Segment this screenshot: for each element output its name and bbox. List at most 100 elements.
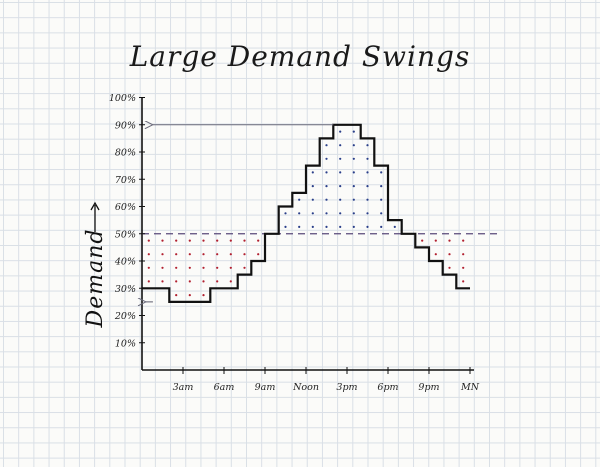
fill-dot — [175, 239, 178, 242]
y-tick-label: 100% — [109, 93, 136, 104]
x-tick-label: 9am — [255, 382, 276, 393]
x-tick-label: 3pm — [336, 382, 357, 393]
fill-dot — [462, 239, 465, 242]
fill-dot — [147, 266, 150, 269]
fill-dot — [175, 294, 178, 297]
fill-dot — [161, 253, 164, 256]
fill-dot — [352, 212, 355, 215]
y-axis-label: Demand — [83, 229, 108, 329]
fill-dot — [393, 225, 396, 228]
y-tick-label: 20% — [114, 311, 136, 322]
fill-dot — [175, 280, 178, 283]
fill-dot — [339, 185, 342, 188]
y-tick-label: 70% — [115, 175, 136, 186]
fill-dot — [284, 225, 287, 228]
fill-dot — [339, 144, 342, 147]
fill-dot — [339, 198, 342, 201]
fill-dot — [161, 280, 164, 283]
fill-dot — [366, 212, 369, 215]
fill-dot — [380, 212, 383, 215]
fill-dot — [380, 185, 383, 188]
fill-dot — [161, 266, 164, 269]
fill-dot — [352, 157, 355, 160]
fill-dot — [243, 266, 246, 269]
fill-dot — [366, 171, 369, 174]
fill-dot — [325, 171, 328, 174]
shaded-dots — [147, 130, 465, 297]
fill-dot — [202, 294, 205, 297]
fill-dot — [243, 253, 246, 256]
fill-dot — [421, 239, 424, 242]
fill-dot — [229, 280, 232, 283]
y-tick-label: 60% — [115, 202, 136, 213]
fill-dot — [380, 171, 383, 174]
fill-dot — [284, 212, 287, 215]
fill-dot — [434, 239, 437, 242]
y-tick-label: 50% — [115, 229, 136, 240]
fill-dot — [257, 253, 260, 256]
y-tick-label: 90% — [115, 120, 136, 131]
fill-dot — [339, 225, 342, 228]
fill-dot — [352, 198, 355, 201]
fill-dot — [352, 225, 355, 228]
fill-dot — [366, 157, 369, 160]
y-tick-label: 40% — [114, 257, 136, 268]
fill-dot — [462, 280, 465, 283]
fill-dot — [216, 280, 219, 283]
fill-dot — [352, 171, 355, 174]
fill-dot — [352, 144, 355, 147]
fill-dot — [311, 225, 314, 228]
fill-dot — [325, 225, 328, 228]
fill-dot — [448, 253, 451, 256]
y-tick-label: 30% — [115, 284, 136, 295]
demand-series — [142, 123, 470, 303]
fill-dot — [339, 212, 342, 215]
fill-dot — [188, 239, 191, 242]
fill-dot — [448, 266, 451, 269]
fill-dot — [298, 225, 301, 228]
fill-dot — [462, 253, 465, 256]
fill-dot — [352, 130, 355, 133]
fill-dot — [202, 239, 205, 242]
fill-dot — [366, 198, 369, 201]
fill-dot — [339, 130, 342, 133]
fill-dot — [147, 253, 150, 256]
fill-dot — [339, 157, 342, 160]
fill-dot — [462, 266, 465, 269]
fill-dot — [175, 266, 178, 269]
fill-dot — [311, 212, 314, 215]
fill-dot — [311, 171, 314, 174]
fill-dot — [298, 198, 301, 201]
x-tick-label: 9pm — [418, 382, 439, 393]
fill-dot — [216, 266, 219, 269]
fill-dot — [229, 266, 232, 269]
x-tick-label: MN — [460, 382, 480, 393]
fill-dot — [366, 225, 369, 228]
y-axis-label-group: Demand — [83, 201, 108, 329]
fill-dot — [188, 280, 191, 283]
fill-dot — [216, 253, 219, 256]
fill-dot — [147, 280, 150, 283]
x-tick-labels: 3am 6am 9am Noon 3pm 6pm 9pm MN — [173, 367, 480, 393]
fill-dot — [325, 157, 328, 160]
demand-step-line — [142, 123, 470, 303]
fill-dot — [325, 198, 328, 201]
fill-dot — [175, 253, 178, 256]
fill-dot — [366, 144, 369, 147]
fill-dot — [325, 144, 328, 147]
x-tick-label: Noon — [292, 382, 319, 393]
fill-dot — [311, 198, 314, 201]
fill-dot — [147, 239, 150, 242]
fill-dot — [325, 212, 328, 215]
fill-dot — [325, 185, 328, 188]
fill-dot — [161, 239, 164, 242]
y-axis-label-arrowhead — [90, 201, 100, 211]
fill-dot — [352, 185, 355, 188]
y-tick-label: 10% — [115, 338, 136, 349]
fill-dot — [380, 198, 383, 201]
fill-dot — [216, 239, 219, 242]
y-tick-label: 80% — [115, 148, 136, 159]
fill-dot — [188, 294, 191, 297]
